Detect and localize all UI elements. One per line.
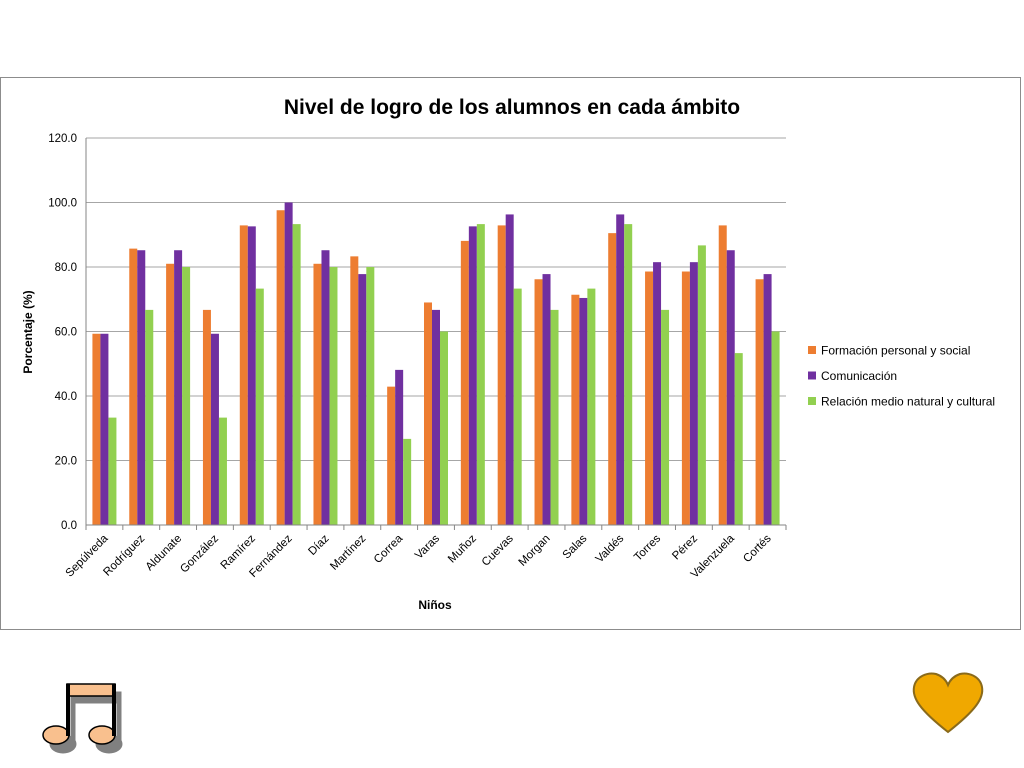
legend-swatch xyxy=(808,346,816,354)
x-tick-label: Varas xyxy=(413,532,442,561)
bar xyxy=(284,202,293,525)
bar xyxy=(329,267,338,525)
x-tick-label: Muñoz xyxy=(446,532,479,565)
bar xyxy=(255,288,264,525)
y-tick-label: 0.0 xyxy=(61,520,77,532)
bar xyxy=(550,309,559,525)
bar xyxy=(292,224,301,526)
bars xyxy=(92,202,780,526)
bar xyxy=(542,274,551,525)
bar xyxy=(476,224,485,526)
bar xyxy=(460,240,469,525)
y-tick-label: 100.0 xyxy=(48,198,77,210)
bar xyxy=(497,225,506,525)
x-tick-label: Morgan xyxy=(517,533,553,569)
bar xyxy=(366,267,375,525)
bar xyxy=(571,294,580,525)
bar xyxy=(645,271,654,525)
bar xyxy=(395,369,404,525)
bar xyxy=(247,226,256,526)
axes: 0.020.040.060.080.0100.0120.0SepúlvedaRo… xyxy=(48,133,787,581)
bar xyxy=(218,417,227,525)
bar xyxy=(689,262,698,525)
x-tick-label: Cortés xyxy=(741,532,774,565)
x-tick-label: Díaz xyxy=(306,532,331,557)
bar xyxy=(608,233,617,525)
bar xyxy=(137,250,146,526)
x-tick-label: Cuevas xyxy=(480,532,516,568)
y-tick-label: 120.0 xyxy=(48,133,77,145)
bar xyxy=(145,309,154,525)
bar xyxy=(210,333,219,525)
bar xyxy=(239,225,248,525)
bar xyxy=(681,271,690,525)
bar xyxy=(313,263,322,525)
bar xyxy=(424,302,432,525)
legend-label: Formación personal y social xyxy=(821,344,970,358)
bar xyxy=(182,267,191,525)
bar xyxy=(534,279,543,525)
bar xyxy=(432,309,440,525)
music-notes-icon xyxy=(42,683,123,754)
bar xyxy=(718,225,727,525)
x-axis-label: Niños xyxy=(418,598,452,612)
bar xyxy=(321,250,330,526)
bar xyxy=(403,438,412,525)
bar xyxy=(468,226,477,526)
bar xyxy=(387,386,396,525)
x-tick-label: Martínez xyxy=(328,532,368,572)
x-tick-label: González xyxy=(178,532,221,575)
bar xyxy=(755,279,764,525)
bar xyxy=(174,250,183,526)
bar xyxy=(350,256,359,525)
x-tick-label: Pérez xyxy=(670,532,700,562)
legend-swatch xyxy=(808,397,816,405)
y-tick-label: 40.0 xyxy=(55,391,77,403)
bar xyxy=(358,274,367,525)
bar xyxy=(276,210,285,526)
bar xyxy=(513,288,522,525)
y-tick-label: 60.0 xyxy=(55,327,77,339)
bar xyxy=(92,333,101,525)
bar xyxy=(579,297,588,525)
bar-chart: Nivel de logro de los alumnos en cada ám… xyxy=(21,96,995,612)
legend-label: Relación medio natural y cultural xyxy=(821,395,995,409)
heart-icon xyxy=(912,672,984,734)
x-tick-label: Valdés xyxy=(594,532,627,565)
bar xyxy=(100,333,109,525)
legend: Formación personal y social Comunicación R… xyxy=(808,344,995,409)
bar xyxy=(661,309,670,525)
x-tick-label: Correa xyxy=(372,532,406,566)
x-tick-label: Torres xyxy=(632,532,663,563)
bar xyxy=(108,417,117,525)
bar xyxy=(505,214,514,525)
bar xyxy=(726,250,735,526)
y-axis-label: Porcentaje (%) xyxy=(21,290,35,373)
x-tick-label: Salas xyxy=(561,532,590,561)
bar xyxy=(771,331,780,525)
y-tick-label: 20.0 xyxy=(55,456,77,468)
bar xyxy=(697,245,706,525)
bar xyxy=(202,309,211,525)
bar xyxy=(763,274,772,525)
chart-title: Nivel de logro de los alumnos en cada ám… xyxy=(284,96,740,119)
bar xyxy=(653,262,662,525)
chart-frame: Nivel de logro de los alumnos en cada ám… xyxy=(0,77,1021,630)
bar xyxy=(166,263,175,525)
legend-label: Comunicación xyxy=(821,369,897,383)
bar xyxy=(624,224,633,526)
bar xyxy=(587,288,596,525)
legend-swatch xyxy=(808,371,816,380)
bar xyxy=(440,331,448,525)
bar xyxy=(734,353,743,525)
bar xyxy=(616,214,625,525)
bar xyxy=(129,248,138,525)
y-tick-label: 80.0 xyxy=(55,262,77,274)
